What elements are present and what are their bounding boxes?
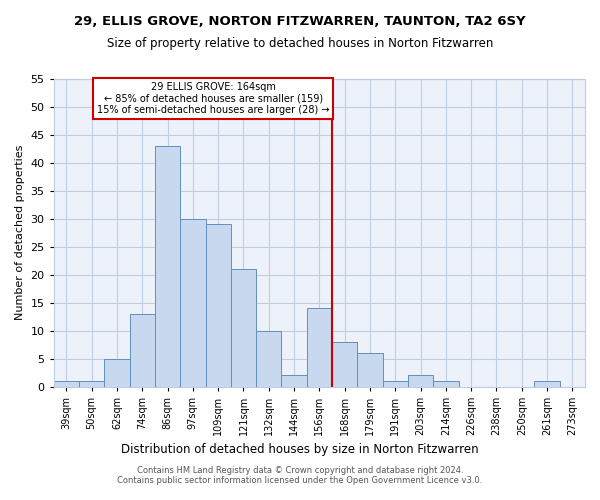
- Bar: [231, 269, 256, 386]
- Bar: [433, 381, 458, 386]
- Bar: [155, 146, 180, 386]
- Bar: [79, 381, 104, 386]
- Y-axis label: Number of detached properties: Number of detached properties: [15, 145, 25, 320]
- Text: Contains HM Land Registry data © Crown copyright and database right 2024.
Contai: Contains HM Land Registry data © Crown c…: [118, 466, 482, 485]
- Bar: [180, 219, 206, 386]
- Bar: [307, 308, 332, 386]
- Bar: [256, 330, 281, 386]
- Bar: [206, 224, 231, 386]
- Bar: [281, 376, 307, 386]
- Bar: [54, 381, 79, 386]
- Text: 29 ELLIS GROVE: 164sqm
← 85% of detached houses are smaller (159)
15% of semi-de: 29 ELLIS GROVE: 164sqm ← 85% of detached…: [97, 82, 329, 115]
- Bar: [383, 381, 408, 386]
- Bar: [130, 314, 155, 386]
- Bar: [104, 358, 130, 386]
- Bar: [332, 342, 358, 386]
- Text: Distribution of detached houses by size in Norton Fitzwarren: Distribution of detached houses by size …: [121, 442, 479, 456]
- Bar: [535, 381, 560, 386]
- Text: Size of property relative to detached houses in Norton Fitzwarren: Size of property relative to detached ho…: [107, 38, 493, 51]
- Bar: [408, 376, 433, 386]
- Text: 29, ELLIS GROVE, NORTON FITZWARREN, TAUNTON, TA2 6SY: 29, ELLIS GROVE, NORTON FITZWARREN, TAUN…: [74, 15, 526, 28]
- Bar: [358, 353, 383, 386]
